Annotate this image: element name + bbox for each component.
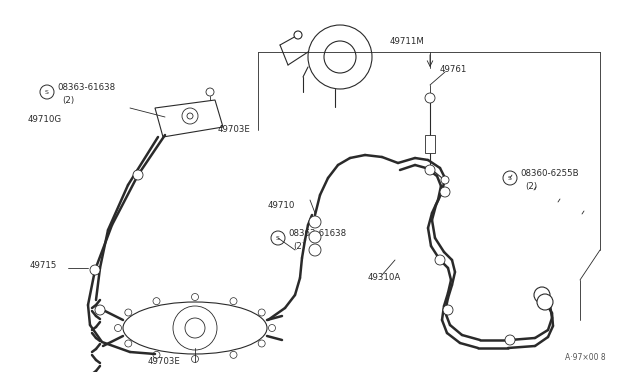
Text: 49703E: 49703E bbox=[148, 357, 181, 366]
Circle shape bbox=[294, 31, 302, 39]
Circle shape bbox=[90, 265, 100, 275]
Text: 49711M: 49711M bbox=[390, 38, 425, 46]
Circle shape bbox=[309, 216, 321, 228]
Text: 49310A: 49310A bbox=[368, 273, 401, 282]
Circle shape bbox=[440, 187, 450, 197]
Circle shape bbox=[505, 335, 515, 345]
Text: 49710G: 49710G bbox=[28, 115, 62, 125]
Text: 08360-6255B: 08360-6255B bbox=[520, 170, 579, 179]
Text: (2): (2) bbox=[62, 96, 74, 105]
Text: S: S bbox=[45, 90, 49, 94]
Circle shape bbox=[435, 255, 445, 265]
Text: (2): (2) bbox=[293, 241, 305, 250]
Circle shape bbox=[309, 244, 321, 256]
Text: 49761: 49761 bbox=[440, 65, 467, 74]
Circle shape bbox=[425, 93, 435, 103]
Circle shape bbox=[185, 318, 205, 338]
Circle shape bbox=[441, 176, 449, 184]
Text: S: S bbox=[276, 235, 280, 241]
Circle shape bbox=[534, 287, 550, 303]
Text: 08363-61638: 08363-61638 bbox=[288, 230, 346, 238]
Text: 49703E: 49703E bbox=[218, 125, 251, 135]
Text: 08363-61638: 08363-61638 bbox=[57, 83, 115, 93]
Circle shape bbox=[133, 170, 143, 180]
Circle shape bbox=[537, 294, 553, 310]
Text: S: S bbox=[508, 176, 512, 180]
Circle shape bbox=[187, 113, 193, 119]
Circle shape bbox=[309, 231, 321, 243]
Bar bbox=[425, 135, 435, 153]
Text: (2): (2) bbox=[525, 182, 537, 190]
Text: 49715: 49715 bbox=[30, 260, 58, 269]
Text: A·97×00 8: A·97×00 8 bbox=[565, 353, 605, 362]
Circle shape bbox=[443, 305, 453, 315]
Circle shape bbox=[425, 165, 435, 175]
Text: 49710: 49710 bbox=[268, 201, 296, 209]
Circle shape bbox=[95, 305, 105, 315]
